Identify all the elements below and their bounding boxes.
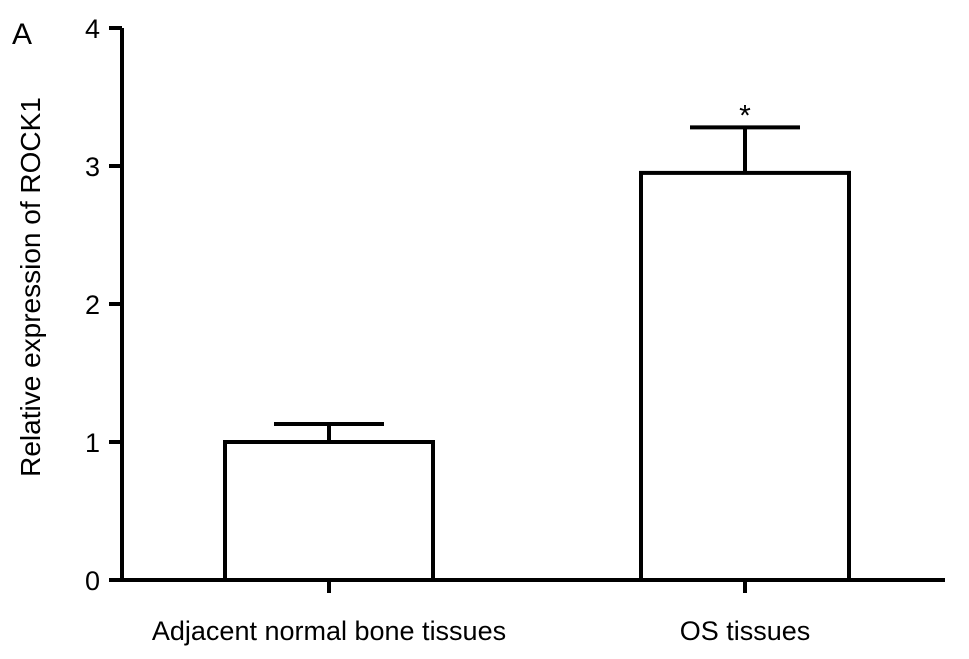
y-tick-label-2: 2 [85,290,100,320]
category-label-0: Adjacent normal bone tissues [152,616,506,646]
y-tick-label-3: 3 [85,152,100,182]
error-bars [274,125,800,442]
category-label-1: OS tissues [680,616,811,646]
y-tick-label-1: 1 [85,428,100,458]
y-tick-label-4: 4 [85,14,100,44]
bars [223,170,851,582]
bar-0 [223,440,435,582]
category-labels: Adjacent normal bone tissues OS tissues [152,616,810,646]
bar-1 [639,170,851,582]
significance-annotations: * [739,99,751,132]
significance-marker-1: * [739,99,751,132]
panel-label: A [12,18,32,51]
y-tick-label-0: 0 [85,566,100,596]
y-axis-label: Relative expression of ROCK1 [15,97,46,477]
y-axis: 0 1 2 3 4 [85,14,124,596]
